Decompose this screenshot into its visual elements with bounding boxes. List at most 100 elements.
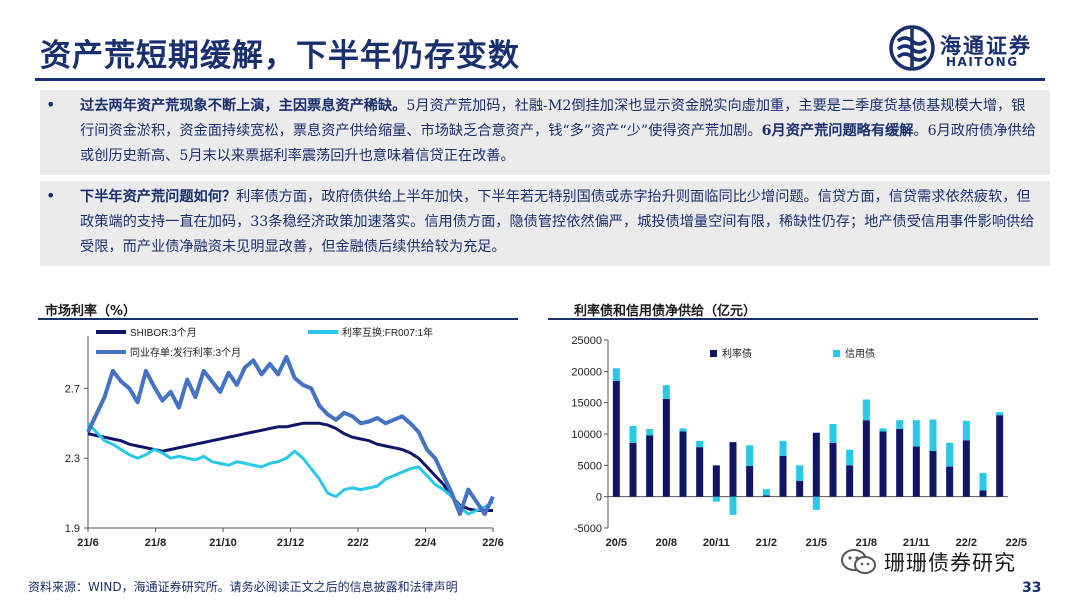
bar-rate-bond [729, 442, 737, 497]
bar-rate-bond [796, 481, 804, 497]
series-line-1 [87, 421, 493, 512]
bar-rate-bond [679, 431, 687, 497]
bar-rate-bond [712, 465, 720, 497]
bar-credit-bond [762, 489, 770, 496]
legend-label: 利率债 [722, 347, 752, 360]
bar-rate-bond [896, 428, 904, 497]
legend-label: 利率互换:FR007:1年 [342, 326, 433, 339]
page-number: 33 [1022, 580, 1042, 596]
bar-credit-bond [912, 420, 920, 447]
bar-credit-bond [696, 440, 704, 448]
y-tick-label: 1.9 [65, 523, 80, 535]
left-chart-title: 市场利率（%） [45, 304, 137, 319]
legend-label: 同业存单:发行利率:3个月 [130, 346, 241, 359]
bar-credit-bond [646, 428, 654, 436]
bar-rate-bond [862, 420, 870, 497]
bar-credit-bond [979, 472, 987, 491]
bar-credit-bond [996, 412, 1004, 416]
x-tick-label: 21/5 [806, 537, 827, 549]
bullet-list: • 过去两年资产荒现象不断上演，主因票息资产稀缺。5月资产荒加码，社融-M2倒挂… [40, 90, 1050, 272]
bullet-text-1: 过去两年资产荒现象不断上演，主因票息资产稀缺。5月资产荒加码，社融-M2倒挂加深… [80, 94, 1036, 169]
y-tick-label: 5000 [578, 460, 602, 472]
bullet-2-body: 利率债方面，政府债供给上半年加快，下半年若无特别国债或赤字抬升则面临同比少增问题… [80, 189, 1035, 255]
bullet-text-2: 下半年资产荒问题如何？利率债方面，政府债供给上半年加快，下半年若无特别国债或赤字… [80, 185, 1036, 260]
haitong-emblem-icon [889, 25, 935, 71]
title-underline [35, 78, 1045, 81]
haitong-logo: 海通证券 HAITONG [888, 24, 1058, 76]
bar-credit-bond [896, 420, 904, 429]
bar-rate-bond [846, 465, 854, 497]
x-tick-label: 21/12 [277, 537, 305, 549]
bar-rate-bond [812, 432, 820, 497]
bar-credit-bond [729, 496, 737, 515]
market-rate-line-chart: 1.9 2.3 2.7 21/6 21/8 21/10 21/12 22/2 22/4 22/6 S… [65, 326, 504, 549]
bar-rate-bond [746, 465, 754, 497]
bar-credit-bond [712, 496, 720, 502]
x-tick-label: 20/5 [606, 537, 627, 549]
bar-credit-bond [929, 419, 937, 451]
y-tick-label: 0 [596, 492, 602, 504]
bar-rate-bond [646, 435, 654, 497]
bullet-item-1: • 过去两年资产荒现象不断上演，主因票息资产稀缺。5月资产荒加码，社融-M2倒挂… [40, 90, 1050, 175]
right-chart-rule [548, 318, 1038, 320]
x-tick-label: 21/8 [145, 537, 166, 549]
x-tick-label: 22/4 [415, 537, 437, 549]
legend-label: SHIBOR:3个月 [130, 327, 197, 339]
bar-rate-bond [996, 415, 1004, 497]
bar-rate-bond [829, 442, 837, 497]
bullet-1-body: 5月资产荒加码，社融-M2倒挂加深也显示资金脱实向虚加重，主要是二季度货基债基规… [80, 98, 1026, 139]
bar-credit-bond [812, 496, 820, 510]
bar-credit-bond [829, 423, 837, 443]
bar-credit-bond [629, 425, 637, 443]
bar-rate-bond [946, 466, 954, 497]
bar-credit-bond [846, 449, 854, 466]
bar-credit-bond [862, 399, 870, 421]
bar-rate-bond [629, 442, 637, 497]
legend-swatch [833, 350, 840, 357]
bar-credit-bond [962, 420, 970, 441]
bar-rate-bond [879, 431, 887, 497]
wechat-icon [841, 549, 876, 574]
y-tick-label: 2.7 [65, 383, 80, 395]
bar-credit-bond [612, 368, 620, 381]
bullet-dot-icon: • [46, 95, 56, 114]
logo-english: HAITONG [946, 55, 1019, 69]
footer-source: 资料来源：WIND，海通证券研究所。请务必阅读正文之后的信息披露和法律声明 [28, 580, 458, 594]
bar-credit-bond [679, 428, 687, 432]
legend-label: 信用债 [845, 347, 875, 360]
bullet-1-tail: 。6月政府债净供给或创历史新高、5月末以来票据利率震荡回升也意味着信贷正在改善。 [80, 123, 1036, 164]
y-tick-label: 15000 [571, 398, 602, 410]
watermark-text: 珊珊债券研究 [884, 551, 1016, 575]
x-tick-label: 21/8 [856, 537, 877, 549]
x-tick-label: 21/10 [209, 537, 237, 549]
y-tick-label: 25000 [571, 335, 602, 347]
bar-credit-bond [746, 445, 754, 466]
bullet-dot-icon: • [46, 186, 56, 205]
x-tick-label: 22/2 [956, 537, 977, 549]
x-tick-label: 21/2 [756, 537, 777, 549]
right-chart-title: 利率债和信用债净供给（亿元） [574, 304, 757, 319]
x-tick-label: 22/5 [1006, 537, 1027, 549]
series-line-2 [86, 422, 494, 516]
bar-rate-bond [762, 495, 770, 497]
bar-credit-bond [879, 428, 887, 432]
x-tick-label: 21/6 [77, 537, 98, 549]
bar-rate-bond [979, 490, 987, 497]
left-chart-rule [38, 318, 518, 320]
bar-rate-bond [779, 455, 787, 497]
bar-credit-bond [796, 465, 804, 481]
page-title: 资产荒短期缓解，下半年仍存变数 [40, 38, 520, 74]
bar-rate-bond [662, 398, 670, 497]
bullet-1-highlight: 6月资产荒问题略有缓解 [761, 123, 914, 139]
x-tick-label: 21/11 [903, 537, 930, 549]
bullet-2-lead: 下半年资产荒问题如何？ [80, 189, 237, 205]
series-line-3 [86, 354, 495, 516]
logo-wordmark: 海通证券 [940, 33, 1032, 58]
y-tick-label: 20000 [571, 366, 602, 378]
watermark: 珊珊债券研究 [840, 545, 1016, 579]
bar-credit-bond [946, 442, 954, 467]
y-tick-label: 2.3 [65, 453, 80, 465]
x-tick-label: 22/2 [347, 537, 368, 549]
legend-swatch [710, 350, 717, 357]
x-tick-label: 20/11 [703, 537, 730, 549]
